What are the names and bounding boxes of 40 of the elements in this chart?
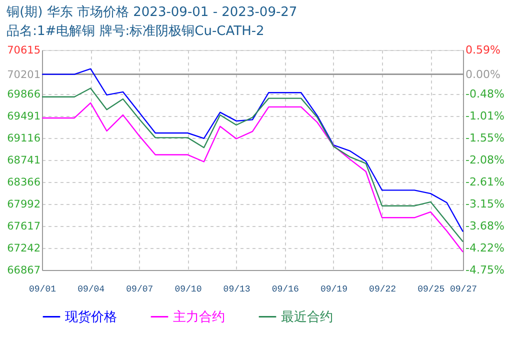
- x-tick-label: 09/07: [126, 284, 154, 294]
- y-tick-label: 68741: [7, 154, 40, 166]
- x-tick-label: 09/10: [174, 284, 202, 294]
- x-tick-label: 09/04: [78, 284, 105, 294]
- y2-tick-label: -1.55%: [466, 132, 504, 145]
- chart-title: 铜(期) 华东 市场价格 2023-09-01 - 2023-09-27: [6, 5, 298, 20]
- y2-tick-label: -1.01%: [466, 109, 504, 122]
- y-tick-label: 67992: [7, 198, 40, 210]
- y-tick-label: 69491: [7, 110, 40, 122]
- y2-tick-label: -3.68%: [466, 219, 504, 232]
- y2-tick-label: -4.75%: [466, 264, 504, 276]
- y2-tick-label: -4.22%: [466, 242, 504, 255]
- x-tick-label: 09/19: [320, 284, 348, 294]
- x-tick-label: 09/25: [418, 284, 445, 294]
- y-tick-label: 70615: [7, 44, 40, 56]
- line-series: [41, 88, 464, 242]
- line-series: [41, 68, 464, 232]
- y2-tick-label: -2.08%: [466, 154, 504, 166]
- y-tick-label: 68366: [7, 176, 41, 189]
- y-tick-label: 67242: [7, 242, 40, 254]
- y-tick-label: 66867: [7, 264, 40, 276]
- y2-tick-label: -0.48%: [466, 88, 504, 101]
- y-tick-label: 67617: [7, 220, 40, 232]
- y2-tick-label: -3.15%: [466, 198, 504, 211]
- y2-tick-label: 0.59%: [466, 44, 500, 56]
- y2-tick-label: 0.00%: [466, 68, 500, 81]
- x-tick-label: 09/22: [369, 284, 396, 294]
- x-tick-label: 09/16: [272, 284, 299, 294]
- legend-label: 最近合约: [281, 310, 333, 325]
- chart-subtitle: 品名:1#电解铜 牌号:标准阴极铜Cu-CATH-2: [6, 24, 264, 39]
- y-tick-label: 70201: [7, 68, 40, 81]
- legend-label: 主力合约: [173, 308, 225, 325]
- y2-tick-label: -2.61%: [466, 175, 504, 188]
- x-tick-label: 09/27: [450, 284, 478, 294]
- line-series: [41, 102, 464, 253]
- x-tick-label: 09/13: [223, 284, 250, 294]
- legend-label: 现货价格: [65, 310, 117, 325]
- y-tick-label: 69116: [7, 132, 41, 144]
- x-tick-label: 09/01: [28, 284, 56, 294]
- y-tick-label: 69866: [7, 88, 41, 100]
